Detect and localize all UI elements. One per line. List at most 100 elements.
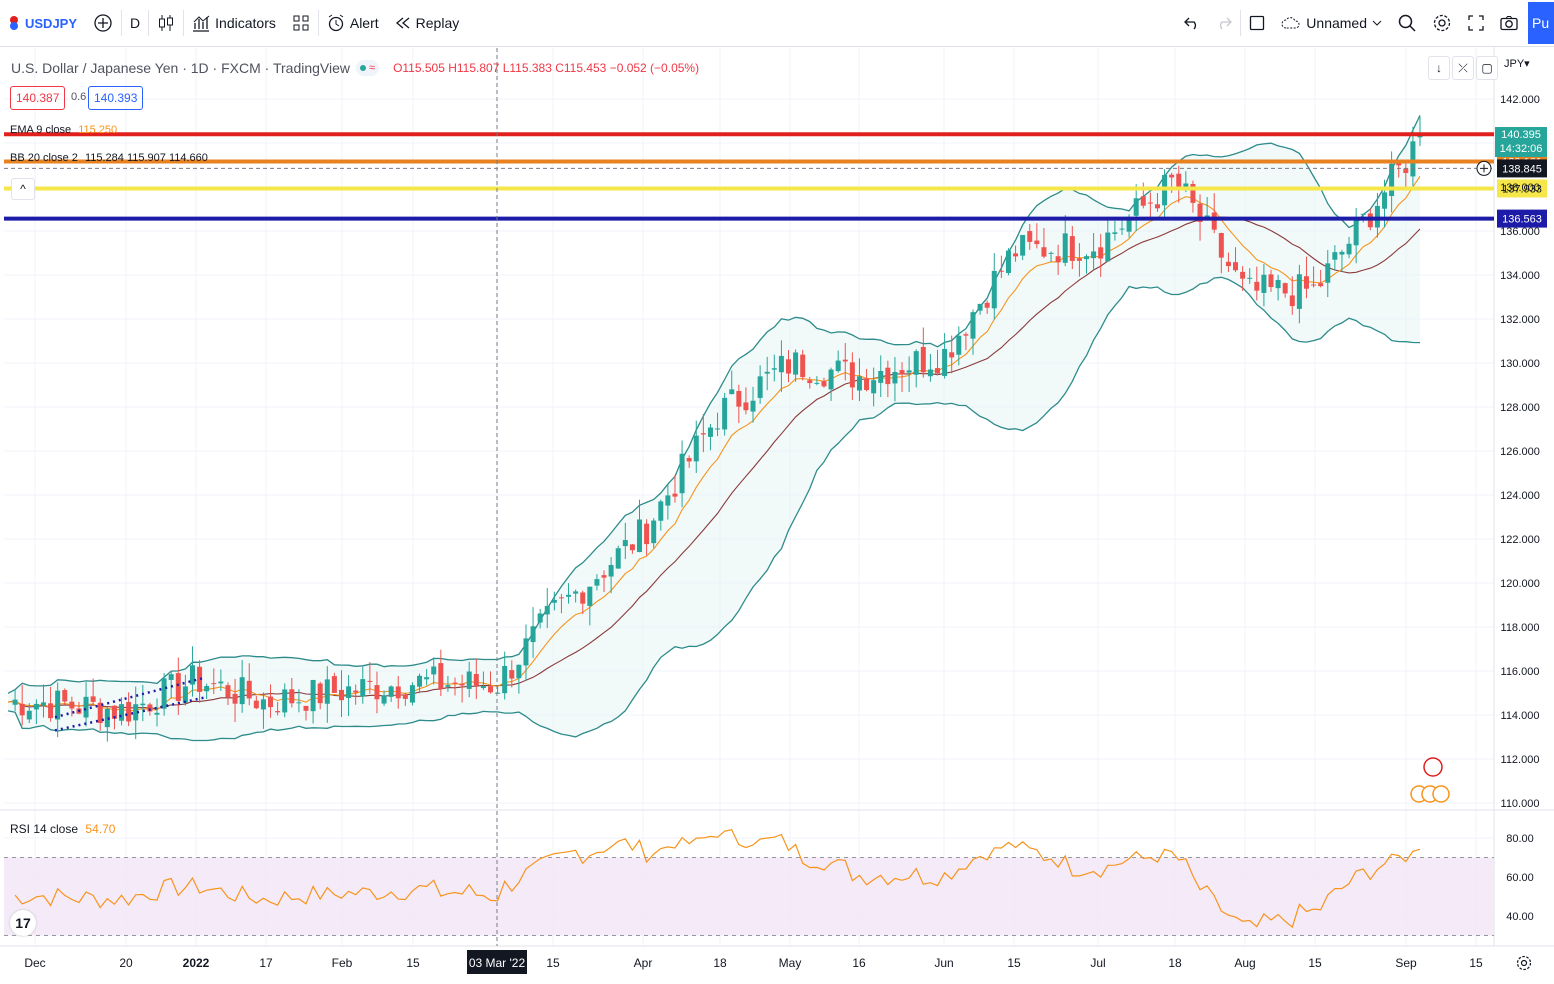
chevron-up-icon: ^ — [20, 182, 26, 196]
candle-body — [1069, 236, 1075, 261]
layout-name-button[interactable]: Unnamed — [1273, 0, 1390, 46]
price-tick-label: 142.000 — [1500, 94, 1540, 106]
symbol-label: USDJPY — [25, 15, 78, 31]
axis-settings-button[interactable] — [1515, 954, 1533, 977]
candle-body — [651, 520, 657, 544]
candle-body — [920, 346, 926, 373]
collapse-pane-button[interactable]: ⤫ — [1452, 56, 1474, 80]
candle-body — [268, 696, 274, 708]
snapshot-button[interactable] — [1492, 0, 1526, 46]
rsi-legend[interactable]: RSI 14 close 54.70 — [10, 822, 115, 836]
rsi-label: RSI 14 close — [10, 822, 79, 836]
candle-body — [1183, 183, 1189, 188]
horizontal-lines[interactable] — [4, 132, 1494, 221]
candle-body — [1055, 256, 1061, 263]
candle-body — [835, 360, 841, 372]
plus-icon — [1480, 164, 1488, 173]
grid-icon — [292, 14, 310, 32]
ema-legend[interactable]: EMA 9 close 115.250 — [10, 124, 117, 136]
candle-body — [1240, 271, 1246, 279]
rsi-band-fill — [4, 857, 1494, 936]
candle-body — [90, 696, 96, 702]
candle-body — [977, 303, 983, 311]
candle-body — [707, 427, 713, 437]
data-wave-icon: ≈ — [369, 62, 376, 74]
candle-body — [601, 575, 607, 578]
candle-body — [956, 335, 962, 355]
candle-body — [906, 370, 912, 373]
time-tick-label: Sep — [1395, 956, 1417, 970]
compare-add-button[interactable] — [85, 0, 121, 46]
candle-body — [1211, 212, 1217, 230]
candle-body — [729, 389, 735, 395]
price-tick-label: 138.000 — [1500, 182, 1540, 194]
candle-body — [793, 352, 799, 375]
toolbar-divider — [1240, 10, 1242, 36]
rsi-line — [14, 829, 1421, 929]
sell-price-button[interactable]: 140.387 — [10, 86, 66, 110]
symbol-search-button[interactable]: USDJPY — [0, 0, 85, 46]
candle-body — [587, 586, 593, 606]
rsi-tick-label: 40.00 — [1506, 911, 1534, 923]
candle-body — [161, 678, 167, 709]
redo-button[interactable] — [1208, 0, 1240, 46]
maximize-pane-button[interactable]: ▢ — [1476, 56, 1498, 80]
move-down-button[interactable]: ↓ — [1428, 56, 1450, 80]
candle-body — [842, 359, 848, 362]
candle-body — [1268, 274, 1274, 288]
undo-button[interactable] — [1176, 0, 1208, 46]
candle-body — [963, 334, 969, 336]
expand-icon — [1468, 15, 1484, 31]
chart-type-button[interactable] — [149, 0, 183, 46]
interval-label: D — [130, 15, 141, 31]
indicators-button[interactable]: Indicators — [184, 0, 284, 46]
tradingview-logo[interactable]: 17 — [10, 910, 36, 936]
price-axis[interactable]: 139.161137.933136.563JPY▾110.000112.0001… — [1497, 58, 1547, 923]
candle-body — [530, 626, 536, 643]
candle-body — [211, 683, 217, 685]
templates-button[interactable] — [284, 0, 318, 46]
candle-body — [97, 702, 103, 724]
candle-body — [1105, 232, 1111, 262]
candle-body — [111, 705, 117, 719]
interval-button[interactable]: D — [122, 0, 148, 46]
fullscreen-button[interactable] — [1460, 0, 1492, 46]
time-tick-label: May — [779, 956, 802, 970]
publish-button[interactable]: Pu — [1528, 2, 1554, 44]
candle-body — [899, 370, 905, 375]
fullscreen-select-button[interactable] — [1241, 0, 1273, 46]
replay-button[interactable]: Replay — [387, 0, 468, 46]
price-tick-label: 128.000 — [1500, 402, 1540, 414]
candle-body — [1360, 213, 1366, 215]
trendline-drawing — [54, 696, 206, 732]
candle-body — [1027, 231, 1033, 242]
candle-body — [828, 369, 834, 390]
settings-button[interactable] — [1424, 0, 1460, 46]
candle-body — [324, 679, 330, 704]
chevron-down-icon — [1372, 19, 1382, 27]
candle-body — [1041, 247, 1047, 257]
bb-lower-line — [7, 276, 1421, 742]
candle-body — [147, 704, 153, 712]
candle-body — [360, 679, 366, 697]
alert-button[interactable]: Alert — [319, 0, 387, 46]
bb-legend[interactable]: BB 20 close 2 115.284 115.907 114.660 — [10, 152, 208, 164]
buy-price-button[interactable]: 140.393 — [88, 86, 144, 110]
candle-body — [33, 703, 39, 710]
price-level-label: 136.563 — [1502, 214, 1542, 226]
collapse-legend-button[interactable]: ^ — [11, 178, 35, 200]
legend-title[interactable]: U.S. Dollar / Japanese Yen · 1D · FXCM ·… — [11, 60, 351, 76]
time-axis[interactable]: Dec 20 2022 17 Feb 15 03 Mar '22 15 Apr 18 May 16 Ju… — [24, 950, 1483, 974]
candle-body — [927, 369, 933, 377]
candle-body — [282, 689, 288, 713]
search-button[interactable] — [1390, 0, 1424, 46]
time-tick-label: 15 — [406, 956, 420, 970]
candle-body — [935, 368, 941, 374]
candle-body — [679, 453, 685, 494]
market-status-badge[interactable]: ≈ — [356, 60, 380, 76]
candle-body — [984, 302, 990, 308]
candle-body — [1339, 251, 1345, 255]
candle-body — [1091, 251, 1097, 259]
candle-body — [516, 664, 522, 679]
